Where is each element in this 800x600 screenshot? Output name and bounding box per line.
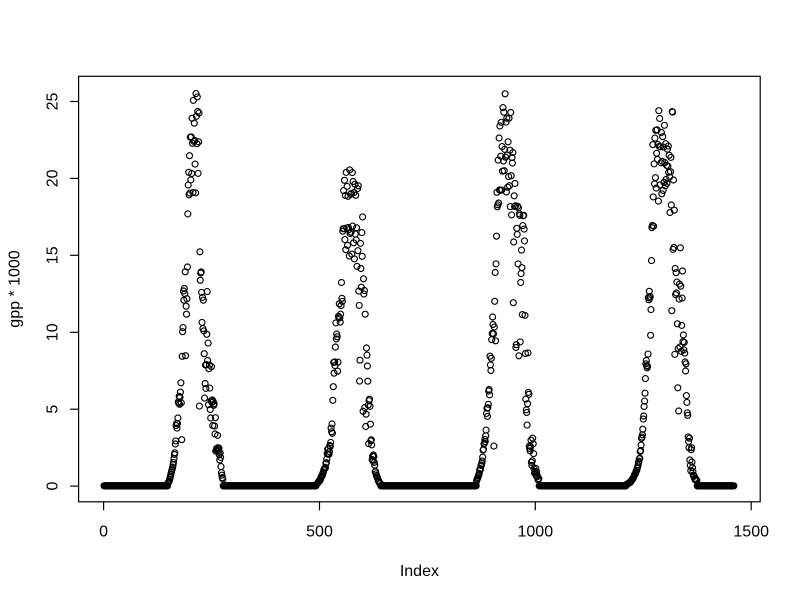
svg-text:500: 500 (306, 524, 333, 541)
svg-text:10: 10 (45, 323, 62, 341)
svg-text:1500: 1500 (733, 524, 769, 541)
svg-text:20: 20 (45, 169, 62, 187)
svg-text:5: 5 (45, 405, 62, 414)
svg-text:25: 25 (45, 93, 62, 111)
svg-text:0: 0 (99, 524, 108, 541)
svg-text:0: 0 (45, 482, 62, 491)
svg-text:gpp * 1000: gpp * 1000 (7, 250, 24, 328)
svg-text:15: 15 (45, 246, 62, 264)
svg-text:1000: 1000 (518, 524, 554, 541)
svg-text:Index: Index (400, 563, 439, 580)
